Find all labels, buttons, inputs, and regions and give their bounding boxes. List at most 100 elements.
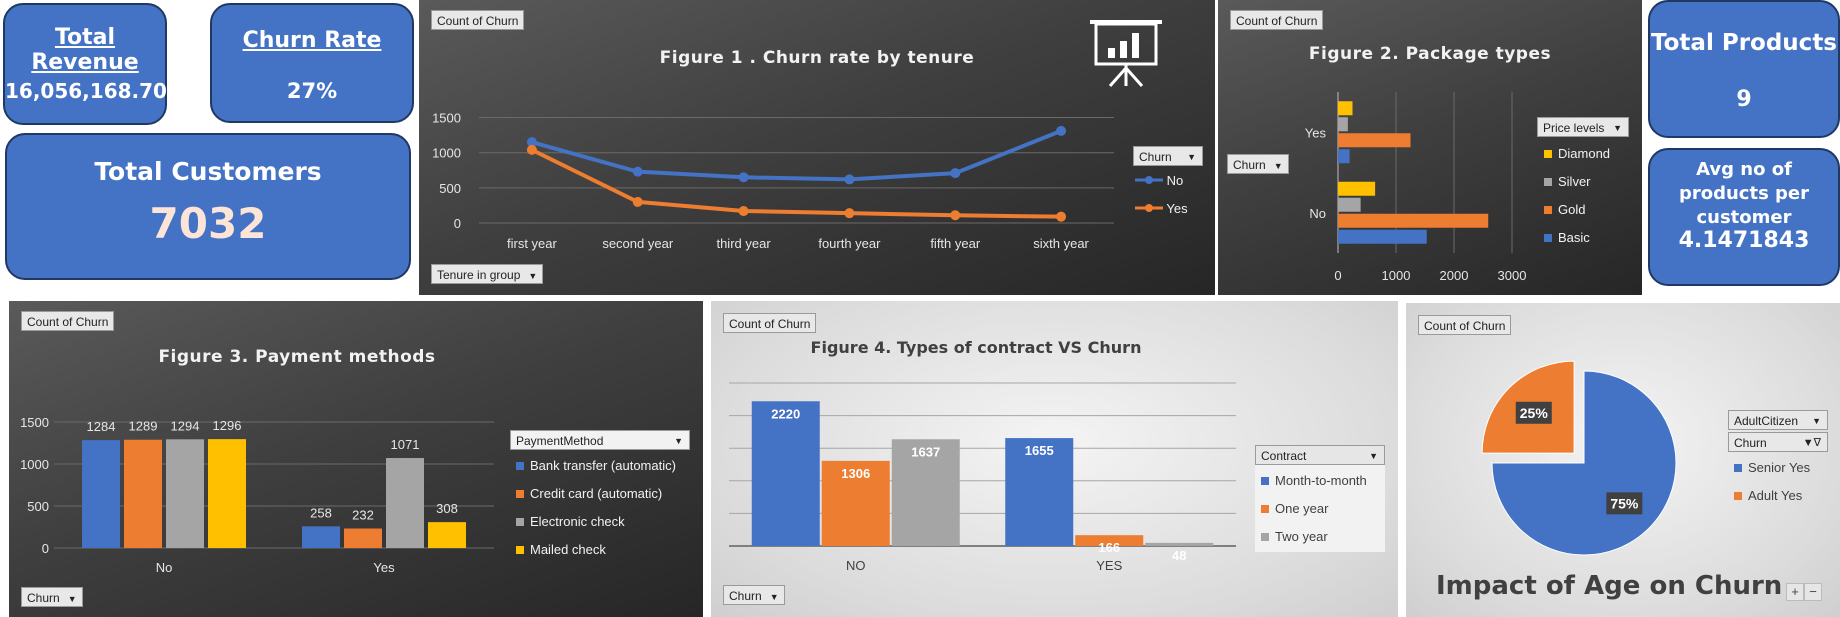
figure4-data-label: 1637 xyxy=(911,444,940,459)
zoom-out-button[interactable]: − xyxy=(1804,583,1822,601)
kpi-total-products: Total Products 9 xyxy=(1648,0,1840,138)
figure1-data-point xyxy=(738,172,749,183)
count-of-churn-button[interactable]: Count of Churn xyxy=(431,10,525,30)
price-levels-label: Price levels xyxy=(1543,121,1605,135)
kpi-total-revenue-value: 16,056,168.70 xyxy=(5,79,167,103)
adult-citizen-button[interactable]: AdultCitizen ▼ xyxy=(1728,410,1828,430)
figure4-data-label: 166 xyxy=(1098,540,1120,555)
figure3-data-label: 1296 xyxy=(213,418,242,433)
figure2-category-label: No xyxy=(1309,206,1326,221)
figure1-x-tick: second year xyxy=(602,236,673,251)
figure1-data-point xyxy=(950,210,961,221)
churn-filter-button[interactable]: Churn ▼∇ xyxy=(1728,432,1828,452)
figure1-data-point xyxy=(950,168,961,179)
figure3-bar xyxy=(208,439,246,548)
figure4-legend-month-label: Month-to-month xyxy=(1275,473,1367,488)
legend-swatch xyxy=(1544,149,1552,158)
legend-swatch xyxy=(1544,177,1552,186)
kpi-total-products-label: Total Products xyxy=(1651,30,1837,56)
tenure-in-group-label: Tenure in group xyxy=(437,268,521,282)
contract-button[interactable]: Contract ▼ xyxy=(1255,445,1385,465)
figure1-data-point xyxy=(844,208,855,219)
figure4-data-label: 2220 xyxy=(771,406,800,421)
count-of-churn-button[interactable]: Count of Churn xyxy=(723,313,817,333)
figure2-x-tick: 1000 xyxy=(1382,268,1411,283)
kpi-churn-rate-label: Churn Rate xyxy=(242,28,382,53)
churn-axis-button[interactable]: Churn ▼ xyxy=(723,585,785,605)
figure4-data-label: 1306 xyxy=(841,466,870,481)
figure4-data-label: 48 xyxy=(1172,548,1186,563)
figure1-x-tick: fourth year xyxy=(818,236,881,251)
kpi-total-revenue-label: Total Revenue xyxy=(31,25,139,75)
figure3-x-tick: No xyxy=(156,560,173,575)
churn-axis-label: Churn xyxy=(27,591,60,605)
kpi-total-products-value: 9 xyxy=(1736,87,1752,112)
figure3-x-tick: Yes xyxy=(373,560,395,575)
kpi-churn-rate-value: 27% xyxy=(286,79,338,103)
figure1-x-tick: fifth year xyxy=(930,236,981,251)
figure3-panel: Count of Churn Figure 3. Payment methods… xyxy=(9,301,703,617)
figure5-label-box xyxy=(1515,401,1552,424)
figure4-bar xyxy=(821,460,890,546)
tenure-in-group-button[interactable]: Tenure in group ▼ xyxy=(431,264,544,284)
figure4-legend-two-label: Two year xyxy=(1275,529,1328,544)
legend-line-marker xyxy=(1135,204,1163,212)
figure5-legend-senior: Senior Yes xyxy=(1734,460,1810,475)
figure5-data-label: 75% xyxy=(1610,495,1639,511)
contract-label: Contract xyxy=(1261,449,1307,463)
figure1-data-point xyxy=(738,206,749,217)
price-levels-button[interactable]: Price levels ▼ xyxy=(1537,117,1629,137)
figure1-data-point xyxy=(632,166,643,177)
kpi-total-revenue: Total Revenue 16,056,168.70 xyxy=(3,3,167,125)
figure3-legend-credit: Credit card (automatic) xyxy=(516,486,662,501)
figure3-data-label: 1294 xyxy=(171,418,200,433)
figure3-legend-bank: Bank transfer (automatic) xyxy=(516,458,676,473)
figure3-title: Figure 3. Payment methods xyxy=(158,347,436,367)
figure3-data-label: 1289 xyxy=(129,419,158,434)
figure4-x-tick: YES xyxy=(1096,558,1122,573)
figure1-data-point xyxy=(1056,211,1067,222)
figure1-x-tick: first year xyxy=(507,236,558,251)
legend-swatch xyxy=(516,461,524,470)
figure2-legend-basic: Basic xyxy=(1544,230,1590,245)
figure1-data-point xyxy=(844,174,855,185)
legend-swatch xyxy=(1261,504,1269,513)
figure5-data-label: 25% xyxy=(1520,405,1549,421)
figure4-data-label: 1655 xyxy=(1025,443,1054,458)
count-of-churn-button[interactable]: Count of Churn xyxy=(21,311,115,331)
figure4-bar xyxy=(1005,438,1074,546)
figure3-legend-mailed-label: Mailed check xyxy=(530,542,606,557)
figure3-data-label: 1071 xyxy=(391,437,420,452)
payment-method-button[interactable]: PaymentMethod ▼ xyxy=(510,430,690,450)
kpi-churn-rate: Churn Rate 27% xyxy=(210,3,414,123)
figure1-y-tick: 0 xyxy=(454,216,461,231)
figure2-bar xyxy=(1338,133,1411,148)
figure3-bar xyxy=(344,528,382,548)
figure5-plot: 75% 25% xyxy=(1481,360,1677,556)
figure5-legend-adult: Adult Yes xyxy=(1734,488,1802,503)
figure2-legend-basic-label: Basic xyxy=(1558,230,1590,245)
legend-swatch xyxy=(516,517,524,526)
filter-icon[interactable]: ▼∇ xyxy=(1802,437,1821,449)
churn-legend-label: Churn xyxy=(1139,150,1172,164)
zoom-in-button[interactable]: + xyxy=(1786,583,1804,601)
churn-axis-label: Churn xyxy=(729,589,762,603)
churn-axis-button[interactable]: Churn ▼ xyxy=(21,587,83,607)
figure4-legend-month: Month-to-month xyxy=(1261,473,1367,488)
churn-axis-button[interactable]: Churn ▼ xyxy=(1227,154,1289,174)
churn-legend-button[interactable]: Churn ▼ xyxy=(1133,146,1203,166)
count-of-churn-button[interactable]: Count of Churn xyxy=(1230,10,1324,30)
figure2-legend-diamond: Diamond xyxy=(1544,146,1610,161)
figure3-bar xyxy=(82,440,120,548)
figure3-legend-electronic-label: Electronic check xyxy=(530,514,625,529)
legend-swatch xyxy=(1734,491,1742,500)
count-of-churn-button[interactable]: Count of Churn xyxy=(1418,315,1512,335)
figure2-bar xyxy=(1338,101,1353,116)
figure1-x-tick: sixth year xyxy=(1033,236,1089,251)
figure2-bar xyxy=(1338,149,1350,164)
figure1-panel: Count of Churn Figure 1 . Churn rate by … xyxy=(419,0,1215,295)
figure2-x-tick: 2000 xyxy=(1440,268,1469,283)
legend-swatch xyxy=(1544,233,1552,242)
legend-swatch xyxy=(1261,532,1269,541)
figure1-series-line xyxy=(531,129,1062,182)
